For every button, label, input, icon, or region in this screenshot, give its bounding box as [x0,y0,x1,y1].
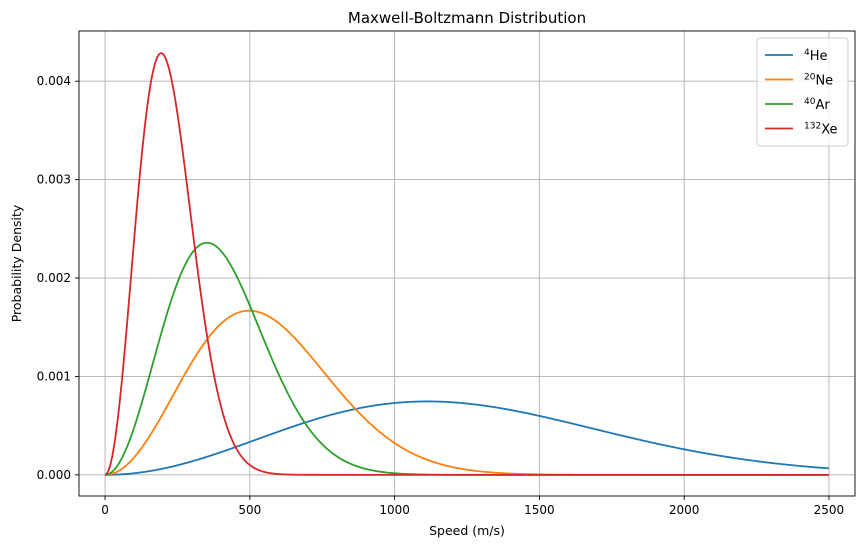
legend-label: 4He [804,48,828,64]
grid [79,31,855,496]
y-tick-label: 0.003 [37,173,71,187]
y-axis-label: Probability Density [9,204,24,322]
legend-label: 40Ar [804,97,830,113]
chart-title: Maxwell-Boltzmann Distribution [348,9,586,27]
x-tick-label: 1500 [524,503,555,517]
y-tick-label: 0.002 [37,271,71,285]
y-tick-label: 0.004 [37,74,71,88]
series-line-ar [104,241,829,476]
x-tick-label: 1000 [379,503,410,517]
series-line-xe [104,52,829,476]
legend: 4He 20Ne 40Ar 132Xe [756,37,849,147]
x-tick-label: 2500 [814,503,845,517]
y-tick-label: 0.001 [37,369,71,383]
x-tick-label: 2000 [669,503,700,517]
legend-label: 20Ne [804,73,833,89]
series-line-ne [105,309,829,476]
x-tick-label: 500 [238,503,261,517]
x-tick-label: 0 [101,503,109,517]
plot-lines [104,52,830,476]
y-axis-ticks: 0.000 0.001 0.002 0.003 0.004 [37,74,79,482]
x-axis-ticks: 0 500 1000 1500 2000 2500 [101,496,844,517]
series-line-he [105,400,830,476]
legend-box [756,37,849,147]
legend-label: 132Xe [804,122,838,138]
y-tick-label: 0.000 [37,468,71,482]
x-axis-label: Speed (m/s) [429,523,505,538]
plot-frame [78,30,856,497]
